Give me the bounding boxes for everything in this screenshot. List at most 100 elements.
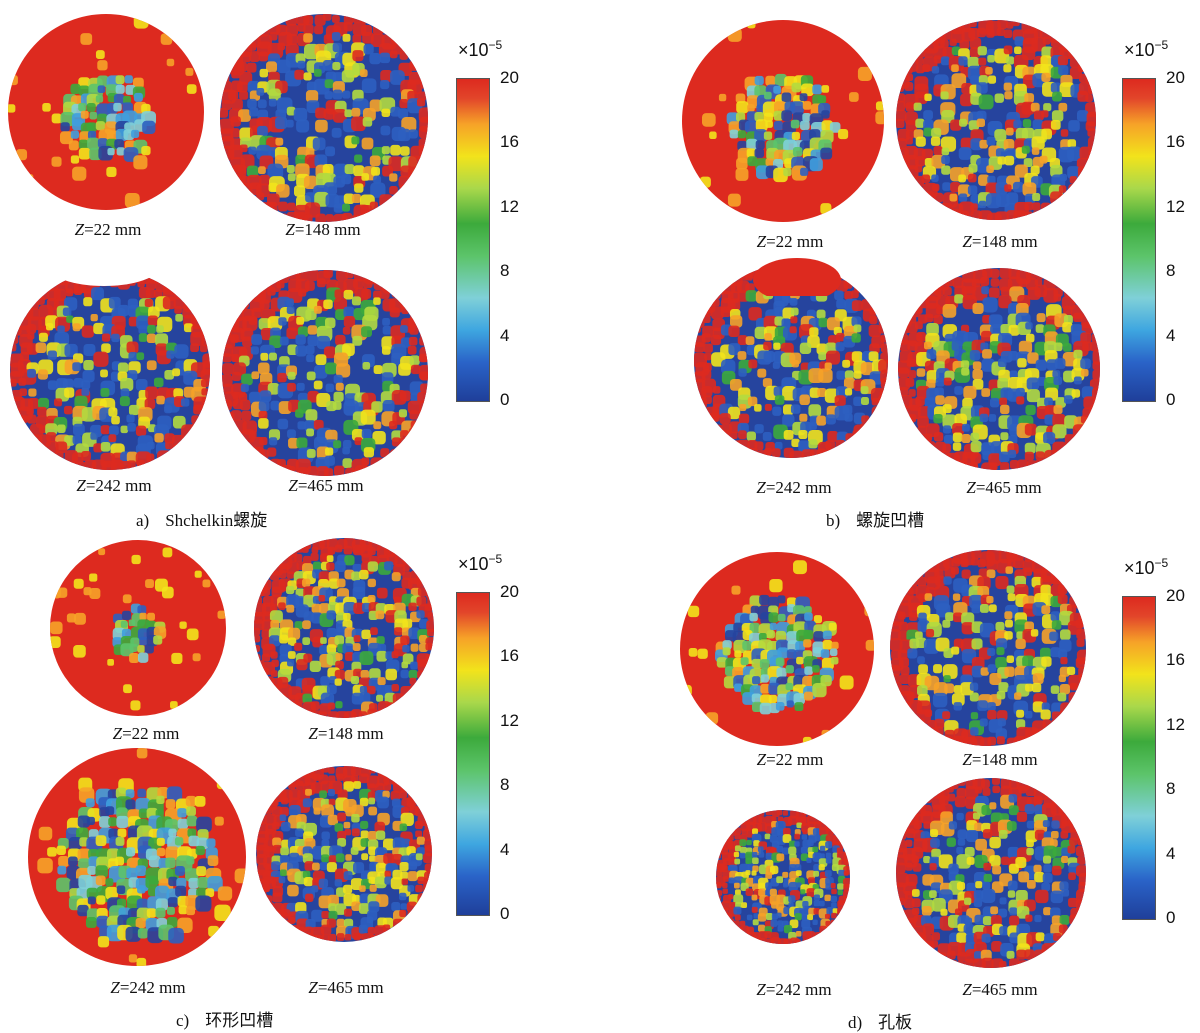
colorbar-scale-exp: −5 <box>489 38 503 52</box>
disc-a-z148 <box>220 14 428 222</box>
panel-c: Z=22 mm Z=148 mm Z=242 mm Z=465 mm c) 环形凹… <box>0 530 600 1031</box>
disc-d-z148 <box>890 550 1086 746</box>
caption-title: Shchelkin螺旋 <box>165 511 267 530</box>
colorbar-tick-label: 20 <box>500 68 519 88</box>
disc-b-z148 <box>896 20 1096 220</box>
colorbar-tick-label: 12 <box>500 711 519 731</box>
disc-c-z22 <box>50 540 226 716</box>
caption-letter: c) <box>176 1011 189 1030</box>
colorbar-scale-base: ×10 <box>458 40 489 60</box>
caption-title: 孔板 <box>878 1013 912 1032</box>
colorbar-scale: ×10−5 <box>1124 38 1168 61</box>
z-value: =465 mm <box>318 978 384 997</box>
z-value: =465 mm <box>972 980 1038 999</box>
caption-letter: b) <box>826 511 840 530</box>
disc-c-z148 <box>254 538 434 718</box>
colorbar-tick-label: 0 <box>500 904 509 924</box>
z-label: Z=465 mm <box>308 978 383 998</box>
disc-a-z465 <box>222 270 428 476</box>
z-label: Z=242 mm <box>76 476 151 496</box>
colorbar-tick-label: 16 <box>1166 132 1185 152</box>
disc-a-z242 <box>10 270 210 470</box>
disc-b-z242 <box>694 264 888 458</box>
z-label: Z=148 mm <box>308 724 383 744</box>
colorbar-tick-label: 12 <box>1166 197 1185 217</box>
z-value: =242 mm <box>120 978 186 997</box>
z-label: Z=148 mm <box>962 232 1037 252</box>
z-label: Z=242 mm <box>756 478 831 498</box>
disc-c-z465 <box>256 766 432 942</box>
colorbar-tick-label: 8 <box>1166 261 1175 281</box>
colorbar-tick-label: 0 <box>1166 908 1175 928</box>
z-label: Z=242 mm <box>110 978 185 998</box>
z-label: Z=465 mm <box>962 980 1037 1000</box>
z-label: Z=22 mm <box>757 750 824 770</box>
disc-c-z242 <box>28 748 246 966</box>
colorbar-tick-label: 4 <box>1166 326 1175 346</box>
colorbar-tick-label: 8 <box>500 775 509 795</box>
colorbar-gradient <box>456 78 490 402</box>
z-value: =22 mm <box>766 232 823 251</box>
z-value: =22 mm <box>766 750 823 769</box>
z-label: Z=22 mm <box>757 232 824 252</box>
colorbar-tick-label: 16 <box>1166 650 1185 670</box>
colorbar-scale-base: ×10 <box>458 554 489 574</box>
z-value: =465 mm <box>298 476 364 495</box>
colorbar-tick-label: 0 <box>500 390 509 410</box>
caption-title: 螺旋凹槽 <box>856 511 924 530</box>
colorbar-tick-label: 20 <box>1166 586 1185 606</box>
panel-caption: d) 孔板 <box>848 1008 912 1033</box>
panel-caption: c) 环形凹槽 <box>176 1006 273 1031</box>
z-value: =148 mm <box>972 232 1038 251</box>
disc-a-z22 <box>8 14 204 210</box>
z-value: =148 mm <box>972 750 1038 769</box>
z-label: Z=22 mm <box>113 724 180 744</box>
colorbar-tick-label: 20 <box>1166 68 1185 88</box>
z-value: =148 mm <box>295 220 361 239</box>
disc-b-z22 <box>682 20 884 222</box>
colorbar-gradient <box>1122 596 1156 920</box>
colorbar-gradient <box>456 592 490 916</box>
z-value: =242 mm <box>86 476 152 495</box>
colorbar-tick-label: 16 <box>500 132 519 152</box>
panel-caption: a) Shchelkin螺旋 <box>136 506 267 531</box>
colorbar-tick-label: 20 <box>500 582 519 602</box>
caption-letter: a) <box>136 511 149 530</box>
z-value: =465 mm <box>976 478 1042 497</box>
colorbar-scale-base: ×10 <box>1124 40 1155 60</box>
colorbar-scale-base: ×10 <box>1124 558 1155 578</box>
z-value: =22 mm <box>84 220 141 239</box>
colorbar-tick-label: 16 <box>500 646 519 666</box>
panel-b: Z=22 mm Z=148 mm Z=242 mm Z=465 mm b) 螺旋凹… <box>600 0 1200 530</box>
z-label: Z=465 mm <box>966 478 1041 498</box>
disc-d-z465 <box>896 778 1086 968</box>
colorbar-tick-label: 4 <box>1166 844 1175 864</box>
colorbar-tick-label: 8 <box>1166 779 1175 799</box>
colorbar-tick-label: 0 <box>1166 390 1175 410</box>
z-label: Z=148 mm <box>285 220 360 240</box>
caption-letter: d) <box>848 1013 862 1032</box>
colorbar-scale-exp: −5 <box>489 552 503 566</box>
z-value: =242 mm <box>766 980 832 999</box>
z-label: Z=148 mm <box>962 750 1037 770</box>
z-value: =242 mm <box>766 478 832 497</box>
z-label: Z=242 mm <box>756 980 831 1000</box>
colorbar-tick-label: 4 <box>500 326 509 346</box>
colorbar-scale: ×10−5 <box>1124 556 1168 579</box>
colorbar-tick-label: 8 <box>500 261 509 281</box>
disc-d-z22 <box>680 552 874 746</box>
colorbar-tick-label: 12 <box>1166 715 1185 735</box>
panel-d: Z=22 mm Z=148 mm Z=242 mm Z=465 mm d)孔板 … <box>600 530 1200 1031</box>
z-label: Z=465 mm <box>288 476 363 496</box>
z-label: Z=22 mm <box>75 220 142 240</box>
colorbar-scale-exp: −5 <box>1155 556 1169 570</box>
colorbar-scale-exp: −5 <box>1155 38 1169 52</box>
caption-title: 环形凹槽 <box>205 1011 273 1030</box>
z-value: =22 mm <box>122 724 179 743</box>
panel-a: Z=22 mm Z=148 mm Z=242 mm Z=465 mm a) Shc… <box>0 0 600 530</box>
colorbar-scale: ×10−5 <box>458 552 502 575</box>
